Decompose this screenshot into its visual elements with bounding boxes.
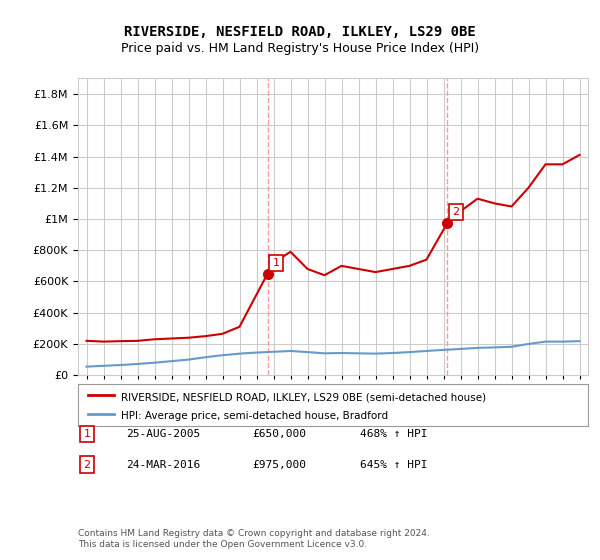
Text: Price paid vs. HM Land Registry's House Price Index (HPI): Price paid vs. HM Land Registry's House …	[121, 42, 479, 55]
Text: Contains HM Land Registry data © Crown copyright and database right 2024.
This d: Contains HM Land Registry data © Crown c…	[78, 529, 430, 549]
Text: 1: 1	[83, 429, 91, 439]
Text: 645% ↑ HPI: 645% ↑ HPI	[360, 460, 427, 470]
Text: HPI: Average price, semi-detached house, Bradford: HPI: Average price, semi-detached house,…	[121, 410, 388, 421]
Text: RIVERSIDE, NESFIELD ROAD, ILKLEY, LS29 0BE: RIVERSIDE, NESFIELD ROAD, ILKLEY, LS29 0…	[124, 25, 476, 39]
Text: 1: 1	[272, 258, 280, 268]
Text: 2: 2	[83, 460, 91, 470]
Text: 468% ↑ HPI: 468% ↑ HPI	[360, 429, 427, 439]
Text: RIVERSIDE, NESFIELD ROAD, ILKLEY, LS29 0BE (semi-detached house): RIVERSIDE, NESFIELD ROAD, ILKLEY, LS29 0…	[121, 392, 487, 402]
Text: 25-AUG-2005: 25-AUG-2005	[126, 429, 200, 439]
Text: £975,000: £975,000	[252, 460, 306, 470]
Text: 2: 2	[452, 207, 460, 217]
Text: 24-MAR-2016: 24-MAR-2016	[126, 460, 200, 470]
Text: £650,000: £650,000	[252, 429, 306, 439]
